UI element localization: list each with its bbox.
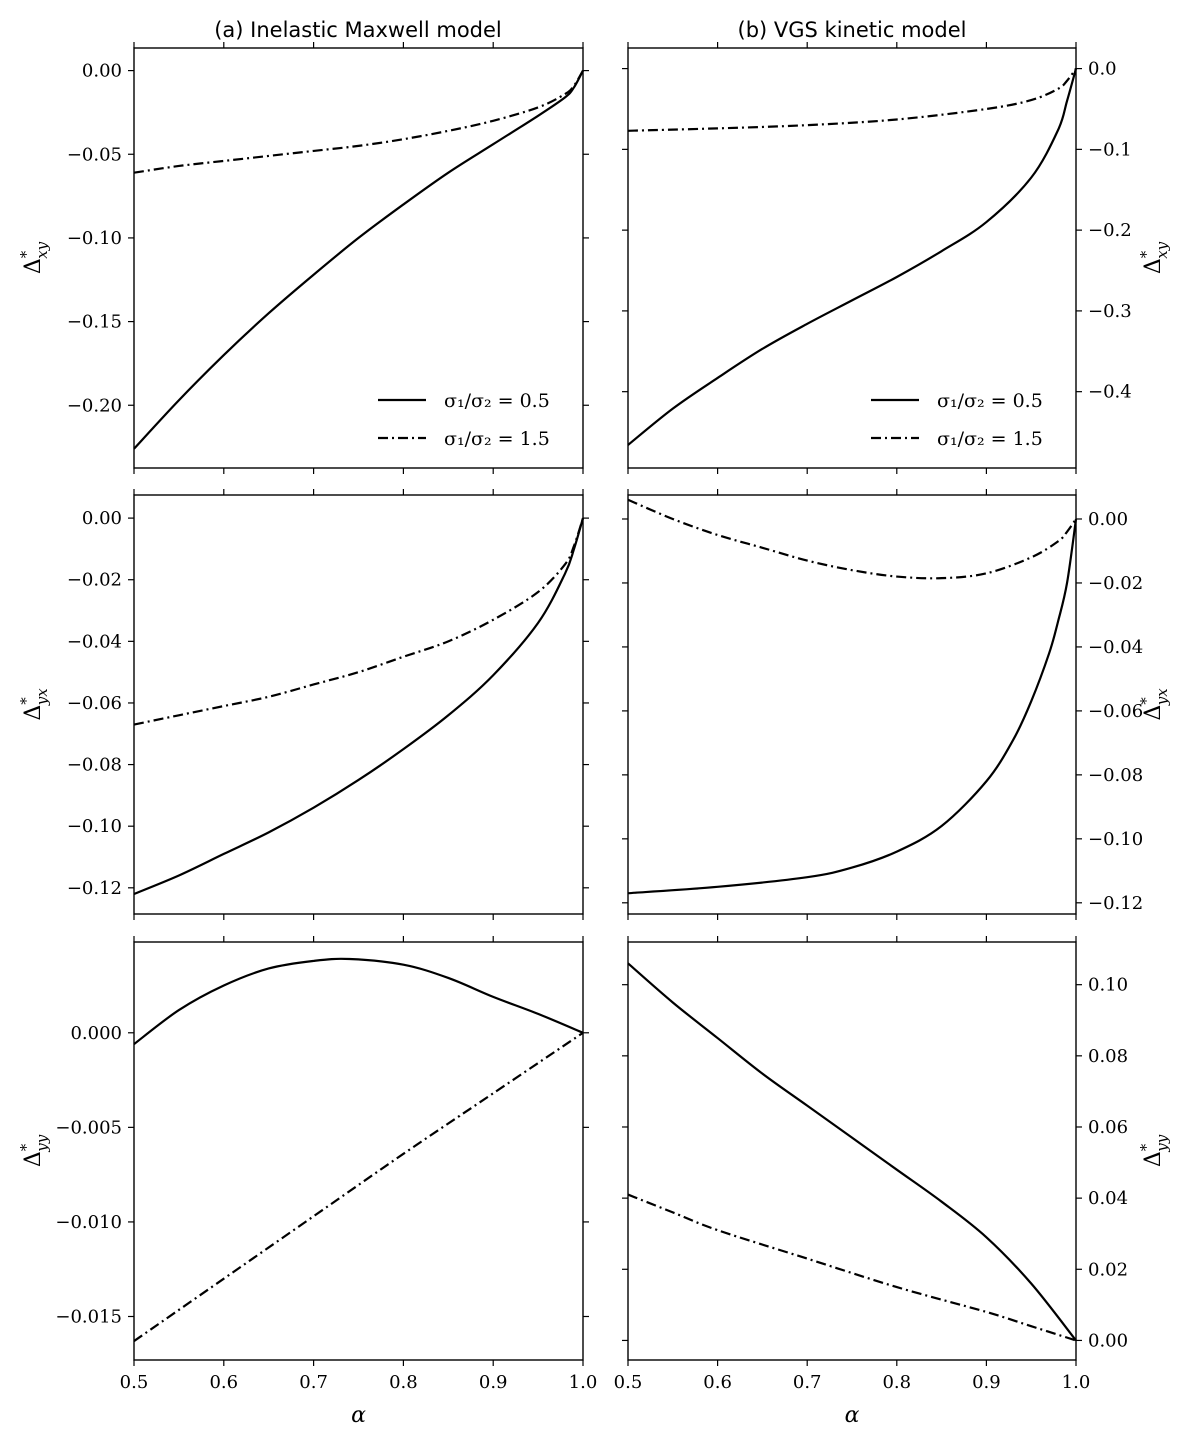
y-tick-label: −0.1 — [1088, 139, 1132, 160]
y-tick-label: 0.08 — [1088, 1046, 1128, 1067]
plot-frame — [627, 494, 1077, 915]
y-tick-label: −0.04 — [1088, 637, 1143, 658]
y-tick-label: −0.3 — [1088, 301, 1132, 322]
series-line-ratio-0-5 — [133, 957, 584, 1046]
y-tick-label: −0.08 — [67, 755, 122, 776]
y-tick-label: −0.015 — [55, 1306, 122, 1327]
y-tick-label: 0.0 — [1088, 59, 1117, 80]
series-line-ratio-0-5 — [627, 962, 1077, 1342]
y-tick-label: 0.00 — [1088, 1330, 1128, 1351]
y-tick-label: 0.10 — [1088, 975, 1128, 996]
y-axis-label: Δ*yx — [17, 688, 51, 721]
x-tick-label: 0.7 — [299, 1372, 328, 1393]
y-tick-label: 0.00 — [1088, 509, 1128, 530]
y-tick-label: 0.00 — [82, 508, 122, 529]
y-tick-label: −0.12 — [1088, 893, 1143, 914]
y-tick-label: −0.10 — [67, 228, 122, 249]
series-line-ratio-0-5 — [133, 70, 584, 450]
series-line-ratio-1-5 — [133, 517, 585, 726]
legend-label: σ₁/σ₂ = 0.5 — [444, 390, 550, 412]
plot-frame — [133, 47, 584, 469]
series-line-ratio-1-5 — [627, 1193, 1077, 1342]
y-axis-label: Δ*xy — [1137, 241, 1171, 274]
x-tick-label: 0.6 — [703, 1372, 732, 1393]
column-title-a: (a) Inelastic Maxwell model — [214, 18, 502, 42]
x-tick-label: 0.6 — [209, 1372, 238, 1393]
x-axis-label: α — [845, 1403, 860, 1428]
legend: σ₁/σ₂ = 0.5 σ₁/σ₂ = 1.5 — [378, 390, 550, 450]
y-tick-label: −0.4 — [1088, 382, 1132, 403]
y-tick-label: −0.02 — [67, 570, 122, 591]
y-tick-label: −0.06 — [67, 693, 122, 714]
panel-bottom-right: 0.5 0.6 0.7 0.8 0.9 1.0 0.10 0.08 0.06 0.04 0.02 0.… — [614, 936, 1171, 1428]
panel-middle-right: 0.00 −0.02 −0.04 −0.06 −0.08 −0.10 −0.12 Δ*yx — [622, 489, 1171, 920]
x-tick-label: 1.0 — [1062, 1372, 1091, 1393]
series-line-ratio-1-5 — [627, 67, 1077, 132]
y-tick-label: −0.05 — [67, 144, 122, 165]
y-tick-label: 0.06 — [1088, 1117, 1128, 1138]
y-tick-label: −0.2 — [1088, 220, 1132, 241]
column-title-b: (b) VGS kinetic model — [738, 18, 967, 42]
panel-bottom-left: 0.5 0.6 0.7 0.8 0.9 1.0 0.000 −0.005 −0.010 −0.01… — [17, 936, 597, 1428]
series-line-ratio-1-5 — [133, 70, 584, 174]
legend: σ₁/σ₂ = 0.5 σ₁/σ₂ = 1.5 — [871, 390, 1043, 450]
plot-frame — [133, 494, 584, 915]
y-tick-label: −0.10 — [67, 816, 122, 837]
x-tick-label: 0.8 — [389, 1372, 418, 1393]
plot-frame — [133, 941, 584, 1361]
y-axis-label: Δ*yy — [17, 1134, 51, 1167]
y-tick-label: 0.000 — [70, 1023, 122, 1044]
legend-label: σ₁/σ₂ = 1.5 — [937, 428, 1043, 450]
y-tick-label: −0.20 — [67, 395, 122, 416]
y-tick-label: −0.02 — [1088, 573, 1143, 594]
y-axis-label: Δ*yx — [1137, 688, 1171, 721]
y-tick-label: −0.10 — [1088, 829, 1143, 850]
series-line-ratio-0-5 — [627, 518, 1078, 895]
y-tick-label: −0.04 — [67, 631, 122, 652]
y-tick-label: −0.005 — [55, 1117, 122, 1138]
series-line-ratio-1-5 — [627, 498, 1077, 580]
legend-label: σ₁/σ₂ = 0.5 — [937, 390, 1043, 412]
x-tick-label: 0.7 — [793, 1372, 822, 1393]
x-tick-label: 0.8 — [882, 1372, 911, 1393]
y-tick-label: 0.02 — [1088, 1259, 1128, 1280]
plot-frame — [627, 941, 1077, 1361]
series-line-ratio-0-5 — [627, 68, 1078, 446]
series-line-ratio-1-5 — [133, 1031, 584, 1342]
x-tick-label: 0.5 — [614, 1372, 643, 1393]
y-tick-label: 0.00 — [82, 61, 122, 82]
x-tick-label: 0.9 — [972, 1372, 1001, 1393]
y-tick-label: −0.15 — [67, 312, 122, 333]
y-tick-label: −0.08 — [1088, 765, 1143, 786]
x-tick-label: 1.0 — [569, 1372, 598, 1393]
y-tick-label: 0.04 — [1088, 1188, 1128, 1209]
y-tick-label: −0.06 — [1088, 701, 1143, 722]
y-tick-label: −0.010 — [55, 1212, 122, 1233]
plot-frame — [627, 47, 1077, 469]
legend-label: σ₁/σ₂ = 1.5 — [444, 428, 550, 450]
y-tick-label: −0.12 — [67, 878, 122, 899]
x-tick-label: 0.9 — [479, 1372, 508, 1393]
y-axis-label: Δ*xy — [17, 241, 51, 274]
x-axis-label: α — [351, 1403, 366, 1428]
y-axis-label: Δ*yy — [1137, 1134, 1171, 1167]
x-tick-label: 0.5 — [120, 1372, 149, 1393]
panel-middle-left: 0.00 −0.02 −0.04 −0.06 −0.08 −0.10 −0.12 Δ*yx — [17, 489, 589, 920]
series-line-ratio-0-5 — [133, 517, 585, 895]
